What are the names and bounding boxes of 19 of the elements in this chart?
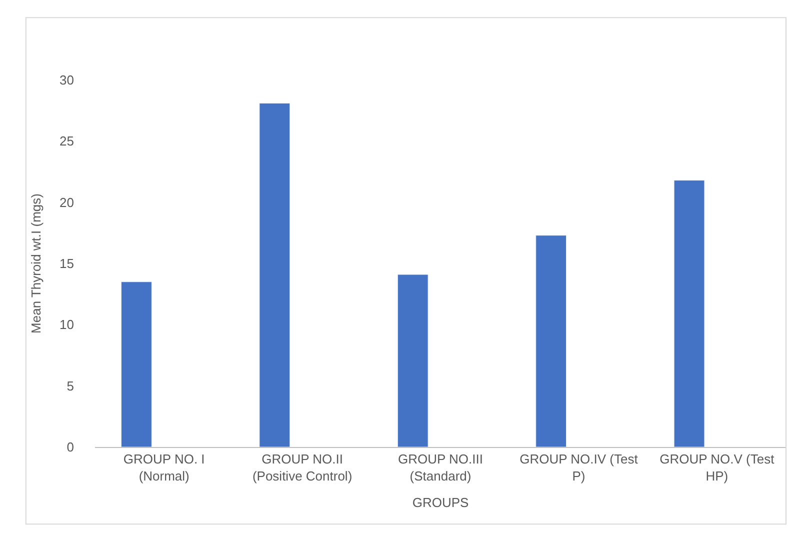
y-tick-label: 25 [60, 134, 74, 149]
x-axis-title: GROUPS [412, 495, 469, 510]
y-tick-label: 30 [60, 72, 74, 88]
x-tick-label: GROUP NO.II (Positive Control) [252, 452, 352, 484]
x-tick-label: GROUP NO.IV (Test P) [520, 452, 638, 484]
x-tick-label: GROUP NO.V (Test HP) [660, 452, 775, 484]
bar [397, 274, 428, 447]
x-tick-label: GROUP NO.III (Standard) [398, 452, 483, 484]
bar [536, 235, 567, 447]
y-tick-label: 0 [66, 440, 74, 455]
y-axis-title: Mean Thyroid wt.I (mgs) [28, 194, 44, 334]
y-tick-label: 10 [60, 317, 74, 332]
y-tick-label: 5 [66, 378, 74, 394]
y-tick-label: 20 [60, 194, 74, 210]
y-tick-label: 15 [60, 256, 74, 272]
x-tick-label: GROUP NO. I (Normal) [123, 452, 205, 484]
bar [259, 102, 290, 447]
bar [121, 282, 152, 447]
bar [674, 180, 705, 447]
